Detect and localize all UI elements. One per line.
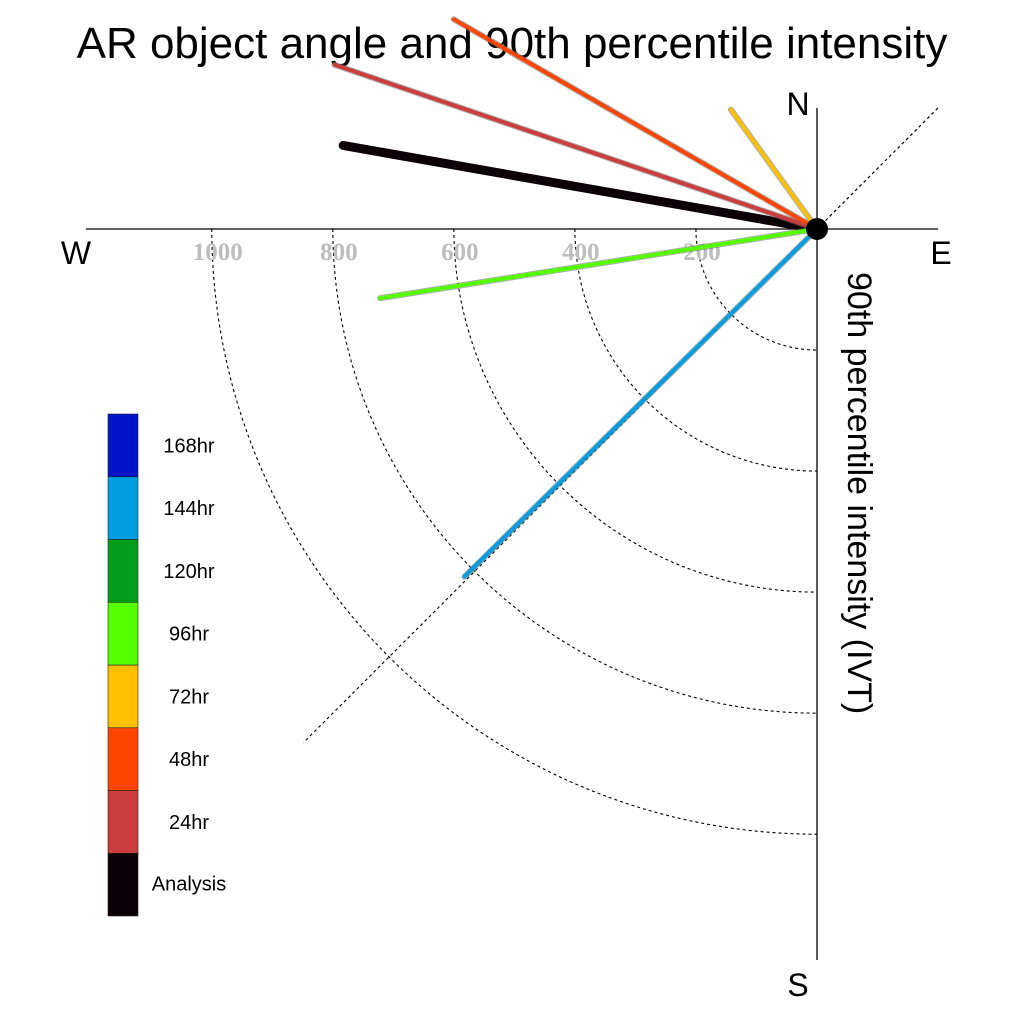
grid-ring (211, 228, 818, 835)
vector-96hr (378, 227, 819, 301)
legend-label-24hr: 24hr (169, 812, 209, 834)
radial-tick-label: 800 (320, 239, 358, 266)
legend-swatch-48hr (107, 727, 139, 791)
grid-ring (453, 228, 818, 593)
legend: Analysis 24hr 48hr 72hr 96hr 120hr 144hr 168hr (107, 413, 226, 917)
grid-ring (695, 228, 818, 351)
legend-swatch-72hr (107, 664, 139, 729)
legend-label-120hr: 120hr (163, 561, 214, 583)
legend-swatch-96hr (107, 601, 139, 666)
legend-swatch-analysis (107, 852, 139, 917)
chart-title: AR object angle and 90th percentile inte… (77, 19, 948, 68)
west-label: W (61, 235, 92, 271)
grid-ring (574, 228, 818, 472)
vector-analysis (338, 140, 822, 234)
legend-label-72hr: 72hr (169, 686, 209, 708)
legend-label-144hr: 144hr (163, 498, 214, 520)
legend-swatch-24hr (107, 790, 139, 854)
south-label: S (787, 967, 808, 1003)
radial-tick-label: 600 (441, 239, 479, 266)
east-label: E (930, 235, 951, 271)
legend-label-96hr: 96hr (169, 624, 209, 646)
origin-marker (806, 218, 828, 240)
vector-144hr (462, 227, 819, 579)
vector-48hr (451, 17, 819, 231)
legend-swatch-120hr (107, 539, 139, 603)
legend-swatch-168hr (107, 413, 139, 478)
north-label: N (786, 86, 809, 122)
intensity-axis-title: 90th percentile intensity (IVT) (840, 272, 878, 714)
vector-24hr (332, 62, 819, 231)
legend-label-48hr: 48hr (169, 749, 209, 771)
vector-72hr (728, 107, 819, 231)
legend-label-analysis: Analysis (152, 873, 226, 895)
radial-tick-label: 1000 (193, 239, 243, 266)
grid-ring (332, 228, 818, 714)
northeast-guide (816, 105, 941, 230)
legend-swatch-144hr (107, 476, 139, 540)
vectors (331, 16, 822, 580)
legend-label-168hr: 168hr (163, 435, 214, 457)
